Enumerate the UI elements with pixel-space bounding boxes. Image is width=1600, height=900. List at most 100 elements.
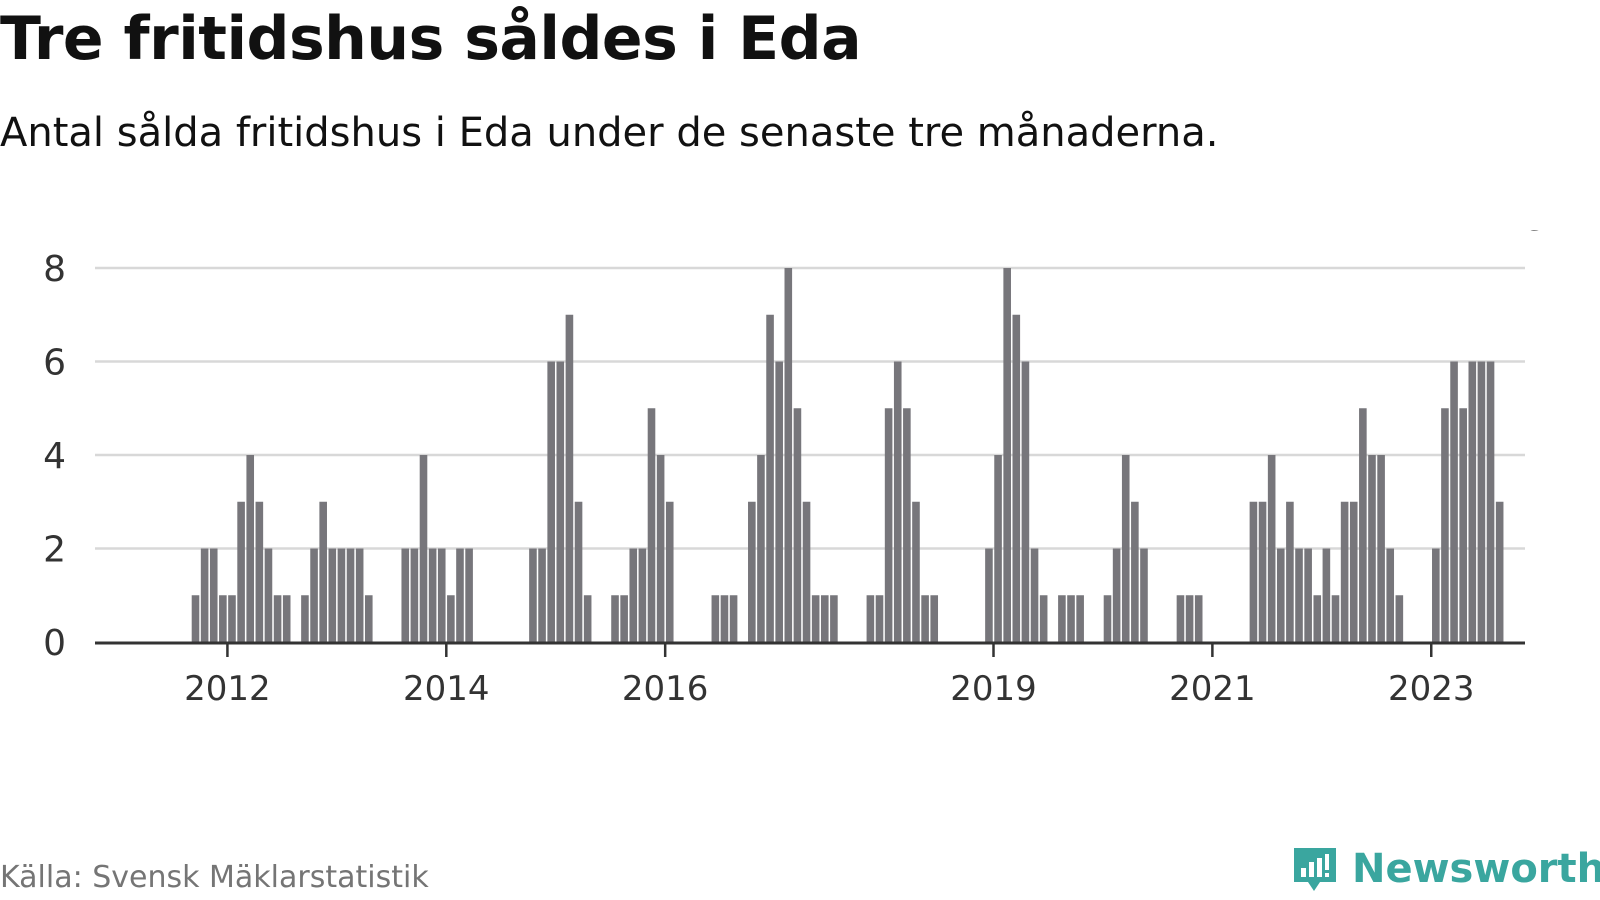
- bar: [237, 501, 245, 642]
- x-tick-label: 2021: [1169, 669, 1256, 709]
- bar: [264, 548, 273, 642]
- bar: [1432, 548, 1440, 642]
- bar: [921, 595, 929, 642]
- bar: [884, 408, 893, 642]
- source-note: Källa: Svensk Mäklarstatistik: [0, 860, 429, 895]
- bar: [1349, 501, 1358, 642]
- bar: [1140, 548, 1148, 642]
- bar: [802, 501, 811, 642]
- bar: [447, 595, 455, 642]
- bar: [1395, 595, 1404, 642]
- bar: [282, 595, 291, 642]
- bar-chart: 0 2 4 6 8 2012 2014 2016 2019 2021 2023 3: [43, 230, 1552, 709]
- bar: [1459, 408, 1467, 642]
- annotation-label: 3: [1525, 230, 1547, 239]
- bar: [1249, 501, 1258, 642]
- bar: [228, 595, 236, 642]
- bar: [1495, 501, 1504, 642]
- bar: [793, 408, 802, 642]
- x-tick-label: 2014: [403, 669, 490, 709]
- bar: [720, 595, 729, 642]
- bar: [1121, 455, 1130, 642]
- bar: [656, 455, 665, 642]
- chart-title: Tre fritidshus såldes i Eda: [0, 4, 862, 74]
- bar: [1030, 548, 1039, 642]
- bar: [1441, 408, 1449, 642]
- bar: [1322, 548, 1331, 642]
- bar: [200, 548, 209, 642]
- bar: [191, 595, 200, 642]
- bar: [1267, 455, 1276, 642]
- newsworthy-logo-icon: [1294, 848, 1336, 891]
- bar: [574, 501, 583, 642]
- bar: [1067, 595, 1075, 642]
- bar: [1286, 501, 1294, 642]
- bar: [811, 595, 820, 642]
- bar: [1386, 548, 1395, 642]
- bar: [647, 408, 656, 642]
- bar: [1176, 595, 1185, 642]
- y-tick-label: 2: [43, 530, 66, 571]
- bar: [310, 548, 318, 642]
- bar: [903, 408, 911, 642]
- bar: [729, 595, 738, 642]
- bar: [255, 501, 264, 642]
- bar: [994, 455, 1002, 642]
- x-tick-label: 2023: [1388, 669, 1475, 709]
- bar: [346, 548, 355, 642]
- bar: [1185, 595, 1194, 642]
- bar: [711, 595, 720, 642]
- bar: [1103, 595, 1112, 642]
- bar: [1276, 548, 1285, 642]
- bar: [1450, 361, 1458, 642]
- bar: [1003, 268, 1011, 642]
- bar: [437, 548, 446, 642]
- bar: [757, 455, 765, 642]
- bar: [246, 455, 255, 642]
- bar: [1313, 595, 1322, 642]
- bar: [209, 548, 218, 642]
- bar: [465, 548, 473, 642]
- annotations: 3: [1521, 230, 1552, 245]
- bar: [1477, 361, 1486, 642]
- bar: [529, 548, 537, 642]
- bar: [875, 595, 884, 642]
- chart-subtitle: Antal sålda fritidshus i Eda under de se…: [0, 110, 1219, 156]
- bar: [419, 455, 428, 642]
- bar: [428, 548, 437, 642]
- bar: [775, 361, 783, 642]
- bar: [1295, 548, 1303, 642]
- bar: [565, 314, 574, 642]
- bar: [556, 361, 565, 642]
- x-tick-label: 2019: [950, 669, 1037, 709]
- bar: [620, 595, 628, 642]
- bar: [1131, 501, 1139, 642]
- bar: [1486, 361, 1495, 642]
- bar: [820, 595, 829, 642]
- y-tick-label: 8: [43, 249, 66, 290]
- bar: [912, 501, 920, 642]
- bar: [1304, 548, 1312, 642]
- newsworthy-logo: Newsworthy: [1290, 840, 1600, 898]
- brand-name: Newsworthy: [1352, 846, 1600, 892]
- bar: [1368, 455, 1376, 642]
- bar: [1258, 501, 1267, 642]
- bar: [1194, 595, 1203, 642]
- y-axis-ticks: 0 2 4 6 8: [43, 249, 66, 664]
- bar: [401, 548, 410, 642]
- bar: [866, 595, 875, 642]
- bar: [665, 501, 674, 642]
- bar: [538, 548, 546, 642]
- bar: [748, 501, 756, 642]
- bar: [1331, 595, 1340, 642]
- bar: [1076, 595, 1084, 642]
- bar: [547, 361, 555, 642]
- bar: [985, 548, 993, 642]
- bar: [1468, 361, 1477, 642]
- annotation-bg: [1521, 230, 1552, 245]
- y-tick-label: 4: [43, 436, 66, 477]
- bar: [456, 548, 464, 642]
- y-tick-label: 6: [43, 343, 66, 384]
- bar: [301, 595, 309, 642]
- bar: [830, 595, 838, 642]
